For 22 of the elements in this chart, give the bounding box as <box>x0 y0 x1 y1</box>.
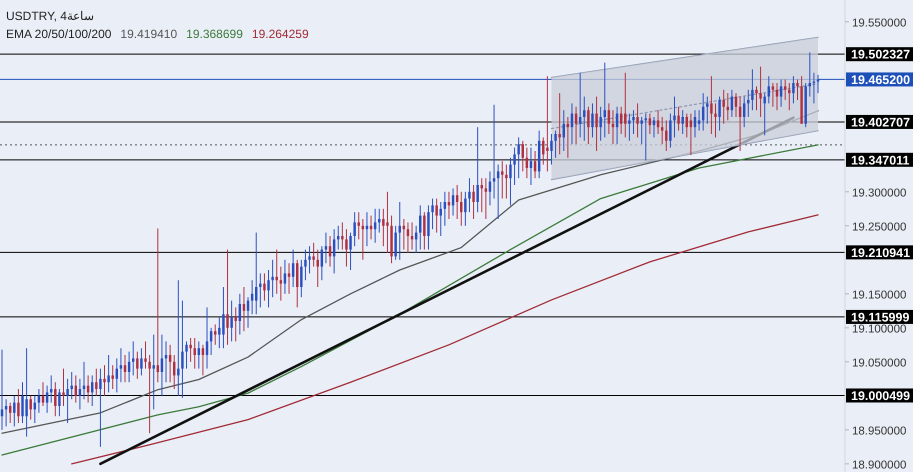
line-series <box>1 144 819 456</box>
y-tick-label: 19.150000 <box>852 290 906 302</box>
y-tick-label: 19.100000 <box>852 324 906 336</box>
text: 19.368699 <box>186 27 244 41</box>
ref-line-label: 19.465200 <box>851 72 910 87</box>
text: USDTRY, 4ساعة <box>6 9 94 23</box>
ref-line-label: 19.402707 <box>851 115 910 130</box>
y-tick-label: 19.250000 <box>852 222 906 234</box>
line-series <box>71 214 819 464</box>
text: 19.264259 <box>252 27 309 41</box>
y-tick-label: 18.950000 <box>852 426 906 438</box>
ref-line-label: 19.115999 <box>851 310 910 324</box>
y-tick-label: 19.050000 <box>852 358 906 370</box>
ref-line-label: 19.000499 <box>851 388 910 403</box>
y-tick-label: 18.900000 <box>852 460 906 472</box>
ref-line-label: 19.347011 <box>851 153 910 168</box>
text: 19.419410 <box>120 27 178 41</box>
y-tick-label: 19.550000 <box>852 18 906 30</box>
ref-line-label: 19.210941 <box>851 246 910 260</box>
y-tick-label: 19.300000 <box>852 188 906 200</box>
ref-line-label: 19.502327 <box>851 48 910 62</box>
text: EMA 20/50/100/200 <box>6 27 112 41</box>
